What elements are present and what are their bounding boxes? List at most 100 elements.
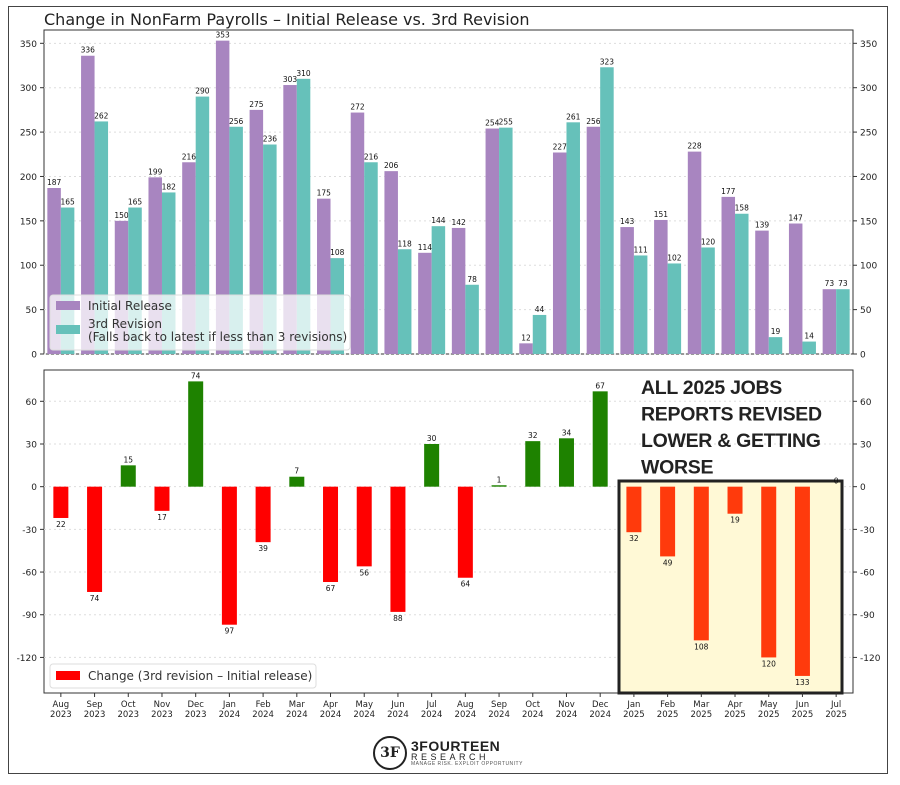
bar-change <box>761 486 777 658</box>
xtick-label-year: 2023 <box>50 710 72 720</box>
bar-label-initial: 353 <box>215 31 230 40</box>
logo-mark-icon: 3F <box>373 736 407 770</box>
bottom-ytick-label-right: -90 <box>860 611 875 621</box>
bar-label-initial: 147 <box>789 214 804 223</box>
bar-initial-release <box>215 40 230 355</box>
bar-third-revision <box>364 162 378 354</box>
bar-label-revision: 261 <box>566 112 581 121</box>
xtick-label-year: 2024 <box>219 710 241 720</box>
bar-initial-release <box>81 55 95 355</box>
bar-change <box>53 486 69 518</box>
xtick-label-month: Jan <box>222 700 236 710</box>
bar-change <box>120 465 136 487</box>
bar-label-initial: 216 <box>182 152 197 161</box>
bar-change <box>87 486 103 592</box>
bar-change <box>390 486 406 612</box>
bar-initial-release <box>721 196 736 354</box>
xtick-label-month: Feb <box>660 700 675 710</box>
bar-change <box>255 486 271 543</box>
bar-change <box>289 476 305 487</box>
bar-label-revision: 102 <box>667 253 682 262</box>
xtick-label-year: 2024 <box>455 710 477 720</box>
bar-label-initial: 139 <box>755 221 770 230</box>
bar-label-initial: 151 <box>654 210 669 219</box>
bar-label-revision: 73 <box>838 279 848 288</box>
bar-label-initial: 206 <box>384 161 399 170</box>
xtick-label-month: Nov <box>154 700 171 710</box>
xtick-label-month: Dec <box>592 700 609 710</box>
legend-box <box>49 663 317 689</box>
bar-label-revision: 262 <box>94 111 109 120</box>
bar-third-revision <box>195 96 210 354</box>
bar-third-revision <box>802 341 816 354</box>
bar-label-revision: 108 <box>330 248 345 257</box>
bottom-ytick-label-right: -30 <box>860 526 875 536</box>
bar-initial-release <box>552 152 567 354</box>
bar-initial-release <box>822 289 837 354</box>
bar-label-revision: 323 <box>600 57 615 66</box>
bar-label-change: 67 <box>595 381 605 390</box>
bar-third-revision <box>633 255 648 354</box>
bar-label-revision: 165 <box>128 198 143 207</box>
bar-label-revision: 111 <box>633 245 648 254</box>
bar-label-initial: 73 <box>825 279 835 288</box>
xtick-label-month: Sep <box>87 700 103 710</box>
xtick-label-year: 2025 <box>792 710 814 720</box>
legend-swatch-change <box>56 671 80 680</box>
top-ytick-label-right: 300 <box>860 84 877 94</box>
annotation-line: ALL 2025 JOBS <box>641 377 782 399</box>
bottom-ytick-label-left: 30 <box>26 440 38 450</box>
bar-initial-release <box>586 126 601 354</box>
xtick-label-month: Sep <box>491 700 507 710</box>
bar-label-revision: 158 <box>735 204 750 213</box>
xtick-label-year: 2024 <box>421 710 443 720</box>
xtick-label-year: 2024 <box>320 710 342 720</box>
bar-label-change: 64 <box>461 580 471 589</box>
bottom-legend: Change (3rd revision – Initial release) <box>49 663 317 689</box>
bottom-ytick-label-left: -90 <box>22 611 37 621</box>
xtick-label-month: Oct <box>121 700 136 710</box>
bar-label-change: 108 <box>694 642 709 651</box>
bar-label-change: 15 <box>123 455 133 464</box>
xtick-label-month: Dec <box>187 700 204 710</box>
bottom-ytick-label-right: -60 <box>860 569 875 579</box>
xtick-label-year: 2024 <box>353 710 375 720</box>
bar-label-change: 32 <box>528 431 538 440</box>
xtick-label-month: Jun <box>390 700 404 710</box>
xtick-label-month: Mar <box>693 700 710 710</box>
bar-label-initial: 142 <box>451 218 466 227</box>
bar-label-initial: 12 <box>521 333 531 342</box>
bar-label-initial: 272 <box>350 103 365 112</box>
logo-sub: RESEARCH <box>411 752 490 762</box>
top-ytick-label-left: 350 <box>20 40 37 50</box>
bar-label-change: 49 <box>663 558 673 567</box>
bar-third-revision <box>532 314 547 354</box>
xtick-label-year: 2025 <box>724 710 746 720</box>
bar-label-revision: 256 <box>229 117 244 126</box>
bar-label-change: 30 <box>427 434 437 443</box>
xtick-label-month: May <box>760 700 778 710</box>
xtick-label-month: Jul <box>830 700 841 710</box>
bar-initial-release <box>451 227 466 354</box>
bar-change <box>424 443 440 487</box>
bar-label-revision: 290 <box>195 87 210 96</box>
bar-change <box>558 438 574 487</box>
legend-label-revision: 3rd Revision <box>88 317 162 331</box>
bar-label-initial: 256 <box>586 117 601 126</box>
xtick-label-year: 2024 <box>522 710 544 720</box>
bar-label-change: 97 <box>225 627 235 636</box>
bar-initial-release <box>620 227 634 354</box>
bottom-ytick-label-right: -120 <box>860 654 881 664</box>
bar-third-revision <box>566 122 580 354</box>
bar-initial-release <box>654 219 668 354</box>
bar-label-change: 19 <box>730 516 740 525</box>
bar-change <box>525 441 541 487</box>
bar-label-initial: 175 <box>317 189 332 198</box>
top-ytick-label-right: 200 <box>860 173 877 183</box>
xtick-label-year: 2023 <box>185 710 207 720</box>
bar-label-revision: 182 <box>162 182 177 191</box>
bar-change <box>323 486 339 583</box>
legend-swatch-revision <box>56 325 80 334</box>
bar-initial-release <box>755 230 769 354</box>
bar-label-initial: 254 <box>485 119 500 128</box>
